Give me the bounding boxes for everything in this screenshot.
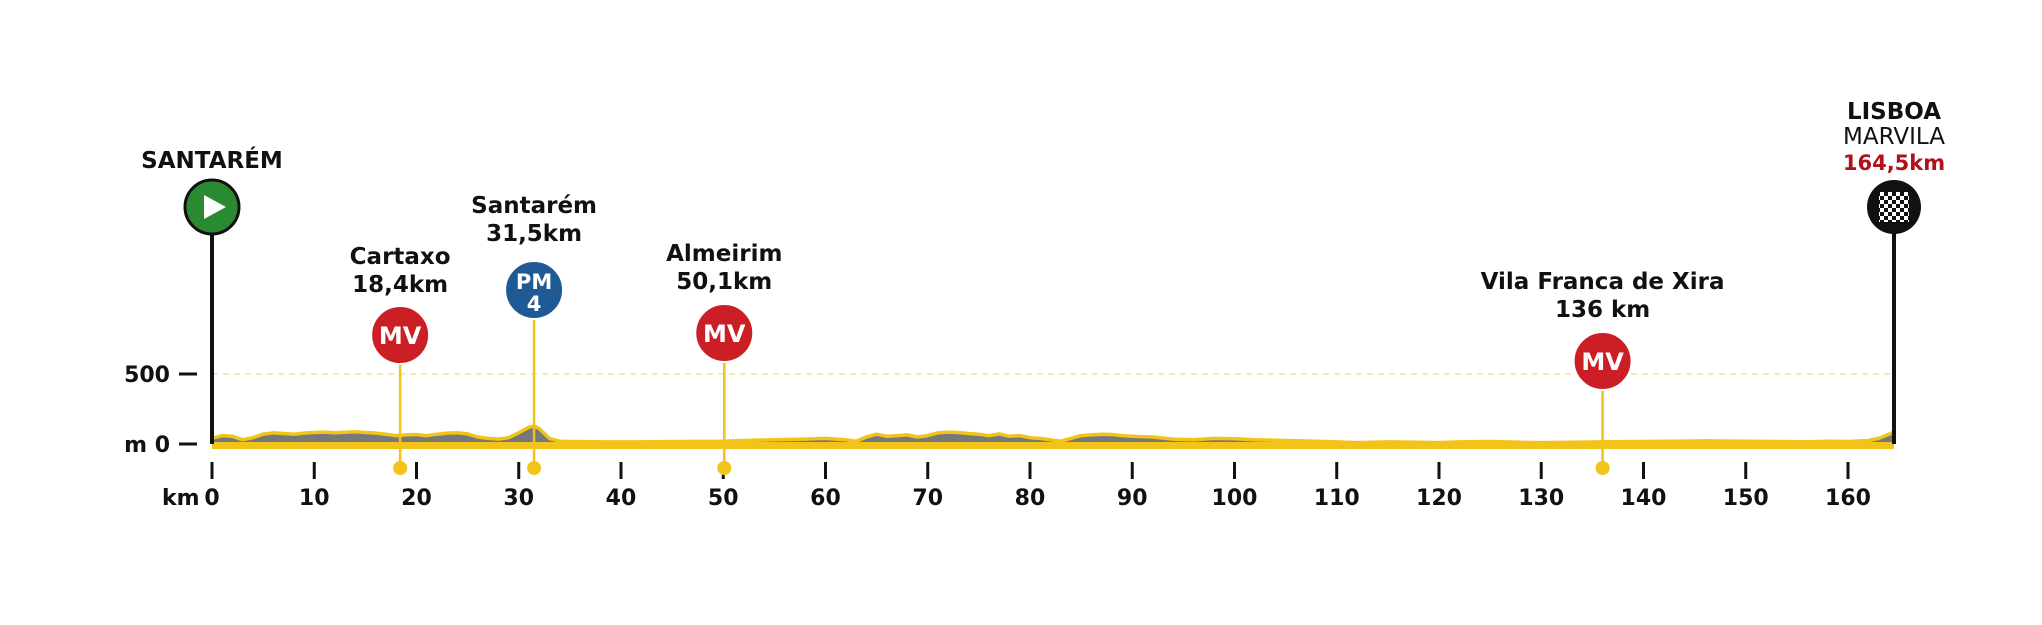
waypoint-name: Cartaxo bbox=[350, 244, 451, 270]
y-tick-label: 500 bbox=[124, 363, 170, 388]
x-tick-label: 100 bbox=[1212, 486, 1258, 511]
waypoint-name: Santarém bbox=[471, 193, 597, 219]
mv-badge bbox=[1572, 331, 1633, 391]
x-tick-label: 140 bbox=[1621, 486, 1667, 511]
x-tick-label: 90 bbox=[1117, 486, 1148, 511]
mv-badge bbox=[370, 305, 431, 365]
x-tick-label: 70 bbox=[912, 486, 943, 511]
marker-dot bbox=[393, 461, 408, 475]
mv-badge-label: MV bbox=[1581, 348, 1624, 376]
y-tick-label: m 0 bbox=[124, 433, 170, 458]
x-tick-label: 60 bbox=[810, 486, 841, 511]
waypoint-name: Almeirim bbox=[666, 241, 782, 267]
x-tick-label: 50 bbox=[708, 486, 739, 511]
x-tick-label: 150 bbox=[1723, 486, 1769, 511]
play-icon bbox=[204, 195, 226, 219]
pm-badge bbox=[504, 260, 565, 320]
waypoint-name: Vila Franca de Xira bbox=[1481, 269, 1725, 295]
profile-layer bbox=[211, 424, 1895, 449]
x-tick-label: 0 bbox=[204, 486, 219, 511]
checkered-flag-icon bbox=[1879, 192, 1909, 222]
x-tick-label: 40 bbox=[606, 486, 637, 511]
axis-layer: m 0 500 0 10 20 30 40 50 60 70 80 90 100 110 120 130 140… bbox=[124, 363, 1871, 511]
x-tick-label: 10 bbox=[299, 486, 330, 511]
pm-badge-label: PM bbox=[516, 270, 552, 294]
waypoint-km: 18,4km bbox=[352, 272, 448, 298]
x-tick-label: 120 bbox=[1416, 486, 1462, 511]
x-tick-label: 20 bbox=[401, 486, 432, 511]
waypoint-km: 136 km bbox=[1555, 297, 1650, 323]
x-tick-label: 110 bbox=[1314, 486, 1360, 511]
mv-badge-label: MV bbox=[379, 322, 422, 350]
start-name: SANTARÉM bbox=[141, 146, 283, 174]
x-axis-label: km bbox=[162, 486, 200, 511]
marker-dot bbox=[717, 461, 732, 475]
finish-subname: MARVILA bbox=[1843, 124, 1945, 150]
marker-dot bbox=[1595, 461, 1610, 475]
x-tick-label: 80 bbox=[1015, 486, 1046, 511]
mv-badge-label: MV bbox=[703, 320, 746, 348]
marker-dot bbox=[527, 461, 542, 475]
x-tick-label: 130 bbox=[1518, 486, 1564, 511]
baseline-band bbox=[212, 442, 1894, 449]
finish-km: 164,5km bbox=[1843, 151, 1945, 175]
waypoint-km: 31,5km bbox=[486, 221, 582, 247]
finish-name: LISBOA bbox=[1847, 99, 1941, 125]
marker-start: SANTARÉM bbox=[141, 146, 283, 444]
mv-badge bbox=[694, 303, 755, 363]
x-tick-label: 30 bbox=[503, 486, 534, 511]
x-tick-label: 160 bbox=[1825, 486, 1871, 511]
pm-category: 4 bbox=[527, 292, 542, 316]
waypoint-km: 50,1km bbox=[676, 269, 772, 295]
